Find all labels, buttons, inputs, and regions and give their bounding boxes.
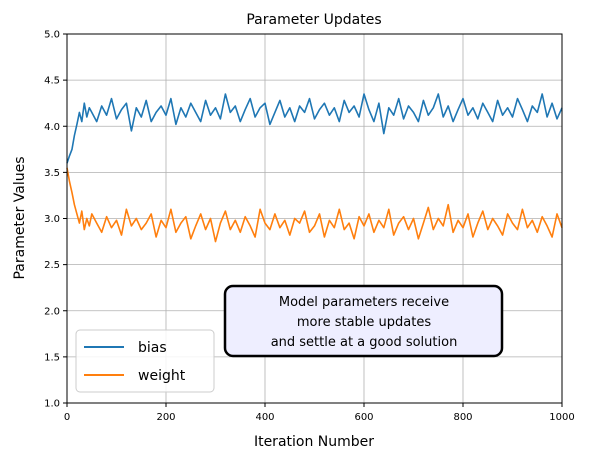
y-tick-label: 5.0 — [44, 30, 60, 41]
x-tick-label: 1000 — [549, 412, 574, 423]
y-tick-label: 3.0 — [44, 214, 60, 225]
y-tick-label: 2.0 — [44, 306, 60, 317]
annotation-line-2: more stable updates — [297, 315, 431, 330]
legend-box — [75, 329, 215, 393]
y-tick-label: 1.0 — [44, 399, 60, 410]
x-tick-label: 400 — [255, 412, 274, 423]
annotation-line-1: Model parameters receive — [279, 295, 449, 310]
legend-label-bias: bias — [138, 340, 167, 356]
chart-title: Parameter Updates — [246, 12, 381, 28]
y-tick-label: 4.5 — [44, 76, 60, 87]
x-tick-label: 800 — [453, 412, 472, 423]
series-line-weight — [66, 167, 563, 243]
x-tick-label: 200 — [156, 412, 175, 423]
annotation-line-3: and settle at a good solution — [271, 335, 458, 350]
annotation: Model parameters receive more stable upd… — [223, 284, 504, 358]
y-axis-ticks: 1.0 1.5 2.0 2.5 3.0 3.5 4.0 4.5 5.0 — [44, 30, 67, 410]
x-axis-ticks: 0 200 400 600 800 1000 — [64, 403, 575, 423]
y-tick-label: 4.0 — [44, 122, 60, 133]
legend-label-weight: weight — [138, 368, 186, 384]
y-tick-label: 2.5 — [44, 260, 60, 271]
y-tick-label: 1.5 — [44, 352, 60, 363]
x-tick-label: 0 — [64, 412, 70, 423]
y-tick-label: 3.5 — [44, 168, 60, 179]
series-layer — [66, 93, 563, 243]
legend: bias weight — [75, 329, 215, 393]
x-tick-label: 600 — [354, 412, 373, 423]
x-axis-title: Iteration Number — [254, 434, 374, 450]
series-line-bias — [66, 93, 563, 164]
annotation-box — [223, 284, 504, 358]
y-axis-title: Parameter Values — [12, 156, 28, 279]
